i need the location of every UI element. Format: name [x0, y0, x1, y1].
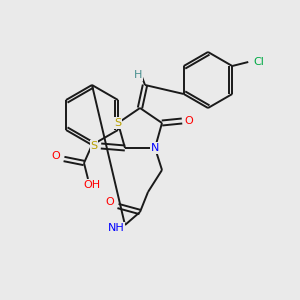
- Text: N: N: [151, 143, 159, 153]
- Text: NH: NH: [108, 223, 124, 233]
- Text: Cl: Cl: [254, 57, 265, 67]
- Text: O: O: [52, 151, 60, 161]
- Text: O: O: [106, 197, 114, 207]
- Text: H: H: [134, 70, 142, 80]
- Text: S: S: [114, 118, 122, 128]
- Text: OH: OH: [83, 180, 100, 190]
- Text: O: O: [184, 116, 194, 126]
- Text: S: S: [90, 141, 98, 151]
